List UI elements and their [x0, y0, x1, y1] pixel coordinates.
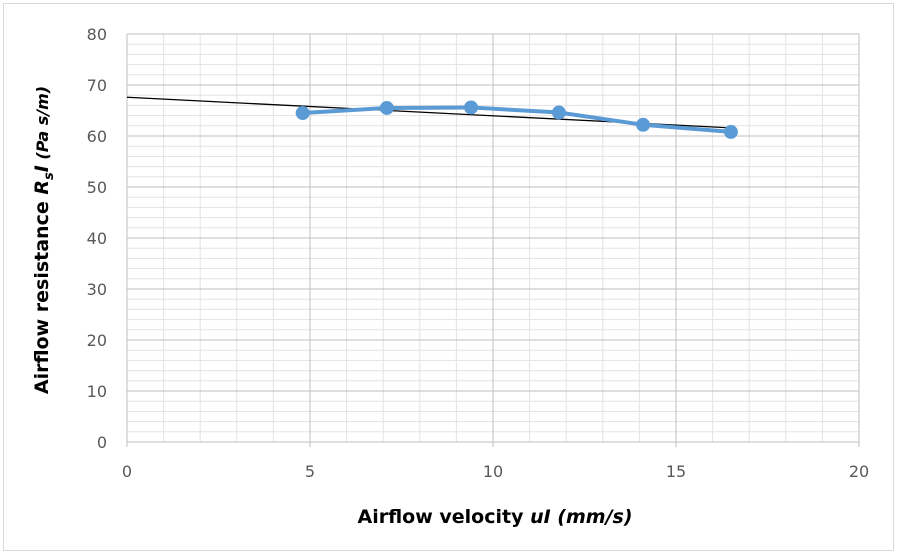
data-point	[379, 100, 394, 115]
y-axis-title-unit: (Pa s/m)	[33, 86, 52, 165]
y-axis-title-var: R	[31, 180, 53, 195]
grid	[127, 33, 860, 442]
x-axis-title-var: uI	[530, 506, 551, 528]
data-point	[464, 100, 479, 115]
y-tick-label: 30	[87, 280, 107, 299]
x-axis-title-unit: (mm/s)	[551, 506, 633, 528]
y-tick-label: 60	[87, 127, 107, 146]
y-axis-title-sub: s	[42, 172, 57, 180]
y-tick-label: 20	[87, 331, 107, 350]
x-tick-label: 20	[849, 462, 869, 481]
axes	[126, 34, 860, 447]
y-tick-label: 50	[87, 178, 107, 197]
x-tick-label: 15	[666, 462, 686, 481]
y-tick-label: 10	[87, 382, 107, 401]
y-tick-label: 0	[97, 433, 107, 452]
x-tick-label: 5	[305, 462, 315, 481]
y-tick-label: 80	[87, 25, 107, 44]
data-point	[551, 105, 566, 120]
x-tick-label: 0	[122, 462, 132, 481]
x-tick-label: 10	[483, 462, 503, 481]
series-line	[300, 105, 733, 134]
x-axis-title: Airflow velocity uI (mm/s)	[357, 506, 632, 528]
series-group	[295, 100, 738, 139]
x-axis-title-main: Airflow velocity	[357, 506, 530, 528]
data-point	[723, 124, 738, 139]
data-point	[636, 117, 651, 132]
y-tick-label: 70	[87, 76, 107, 95]
data-point	[295, 106, 310, 121]
y-axis-title-main: Airflow resistance	[31, 195, 53, 394]
tick-labels: 0 5 10 15 20 0 10 20 30 40 50 60 70 80	[87, 25, 870, 481]
y-axis-title-var2: I	[31, 165, 53, 172]
y-axis-title: Airflow resistance RsI (Pa s/m)	[31, 86, 57, 394]
chart-frame	[3, 3, 894, 551]
y-tick-label: 40	[87, 229, 107, 248]
